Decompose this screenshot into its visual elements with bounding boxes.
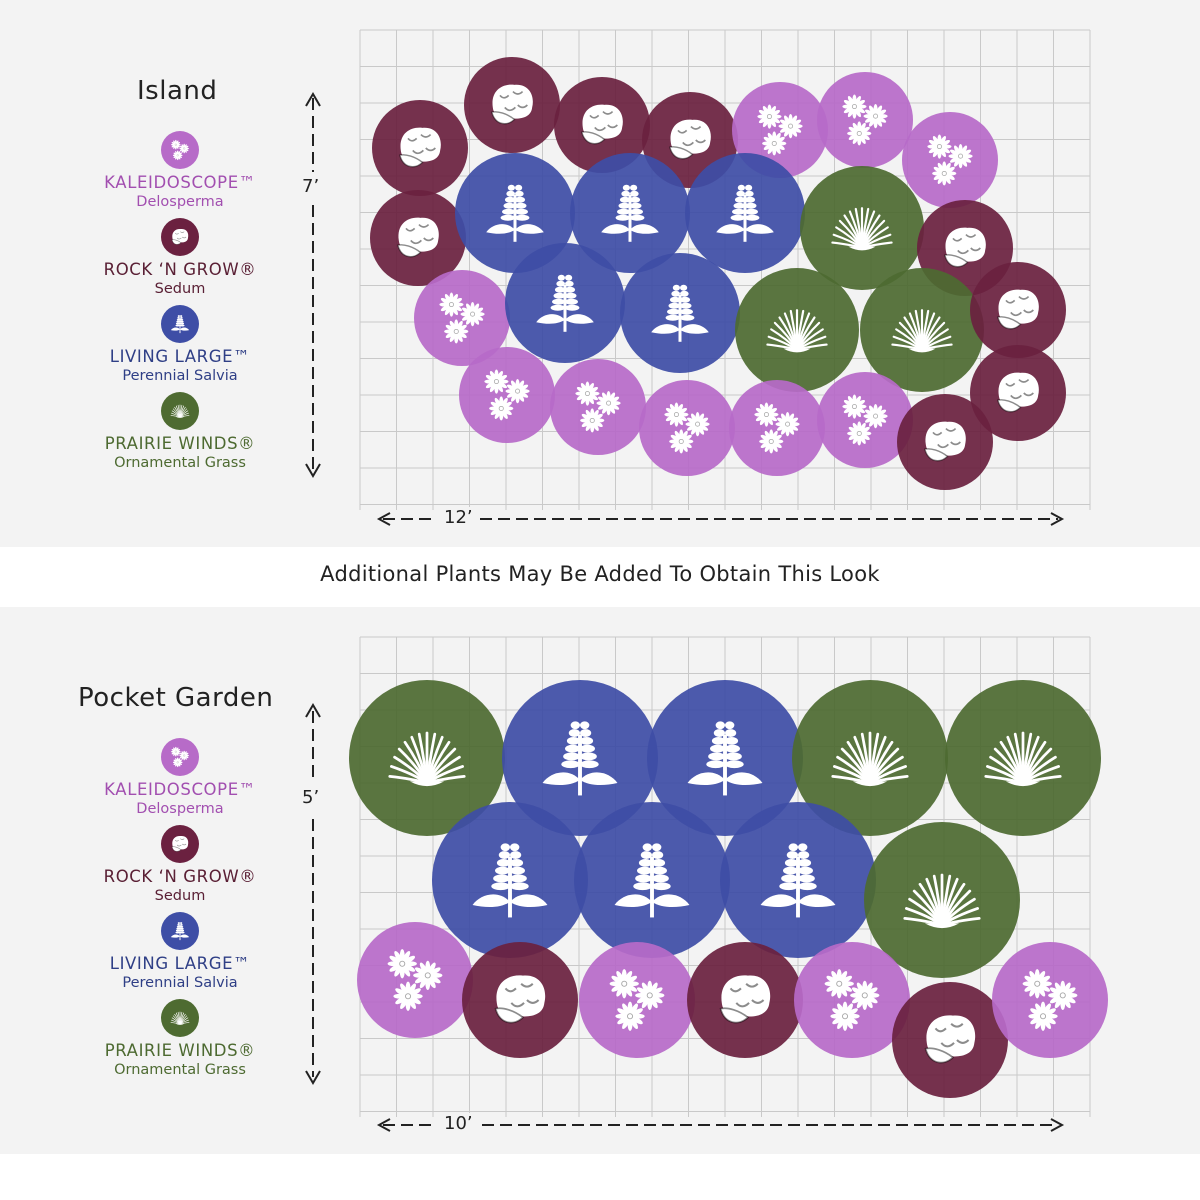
- legend-name: LIVING LARGE™: [109, 347, 251, 366]
- kaleidoscope-plant: [639, 380, 735, 476]
- island-width-label: 12’: [440, 507, 477, 528]
- living-large-plant: [455, 153, 575, 273]
- rock-n-grow-plant: [554, 77, 650, 173]
- prairie-winds-plant: [792, 680, 948, 836]
- legend-item-prairie-winds: PRAIRIE WINDS® Ornamental Grass: [70, 391, 290, 472]
- grass-icon: [161, 392, 199, 430]
- pocket-garden-title: Pocket Garden: [78, 683, 274, 713]
- pocket-garden-plants: [349, 680, 1108, 1098]
- pocket-garden-height-label: 5’: [298, 787, 324, 808]
- legend-item-living-large: LIVING LARGE™ Perennial Salvia: [70, 304, 290, 385]
- island-panel: Island KALEIDOSCOPE™ Delosperma ROCK ‘N …: [0, 0, 1200, 547]
- rock-n-grow-plant: [970, 262, 1066, 358]
- rock-n-grow-plant: [687, 942, 803, 1058]
- kaleidoscope-plant: [902, 112, 998, 208]
- pocket-garden-plan: [305, 636, 1108, 1132]
- legend-subtitle: Ornamental Grass: [114, 455, 246, 471]
- island-dimensions: [305, 92, 1065, 526]
- kaleidoscope-plant: [579, 942, 695, 1058]
- rock-n-grow-plant: [462, 942, 578, 1058]
- legend-name: PRAIRIE WINDS®: [104, 434, 256, 453]
- legend-subtitle: Delosperma: [136, 194, 224, 210]
- legend-item-rock-n-grow: ROCK ‘N GROW® Sedum: [70, 217, 290, 298]
- living-large-plant: [685, 153, 805, 273]
- kaleidoscope-plant: [817, 372, 913, 468]
- legend-subtitle: Ornamental Grass: [114, 1062, 246, 1078]
- island-legend: KALEIDOSCOPE™ Delosperma ROCK ‘N GROW® S…: [70, 130, 290, 478]
- rock-n-grow-plant: [892, 982, 1008, 1098]
- living-large-plant: [620, 253, 740, 373]
- living-large-plant: [505, 243, 625, 363]
- legend-subtitle: Sedum: [154, 281, 206, 297]
- living-large-plant: [502, 680, 658, 836]
- rock-n-grow-plant: [372, 100, 468, 196]
- legend-name: KALEIDOSCOPE™: [104, 780, 256, 799]
- rock-n-grow-plant: [970, 345, 1066, 441]
- legend-subtitle: Sedum: [154, 888, 206, 904]
- kaleidoscope-plant: [414, 270, 510, 366]
- pocket-garden-width-label: 10’: [440, 1113, 477, 1134]
- sedum-icon: [161, 825, 199, 863]
- legend-item-kaleidoscope: KALEIDOSCOPE™ Delosperma: [70, 737, 290, 818]
- prairie-winds-plant: [860, 268, 984, 392]
- legend-item-prairie-winds: PRAIRIE WINDS® Ornamental Grass: [70, 998, 290, 1079]
- legend-subtitle: Delosperma: [136, 801, 224, 817]
- kaleidoscope-plant: [357, 922, 473, 1038]
- prairie-winds-plant: [800, 166, 924, 290]
- pocket-garden-panel: Pocket Garden KALEIDOSCOPE™ Delosperma R…: [0, 607, 1200, 1154]
- living-large-plant: [574, 802, 730, 958]
- flower-cluster-icon: [161, 738, 199, 776]
- living-large-plant: [570, 153, 690, 273]
- legend-subtitle: Perennial Salvia: [122, 975, 238, 991]
- legend-name: KALEIDOSCOPE™: [104, 173, 256, 192]
- legend-subtitle: Perennial Salvia: [122, 368, 238, 384]
- kaleidoscope-plant: [550, 359, 646, 455]
- kaleidoscope-plant: [992, 942, 1108, 1058]
- kaleidoscope-plant: [729, 380, 825, 476]
- prairie-winds-plant: [945, 680, 1101, 836]
- prairie-winds-plant: [864, 822, 1020, 978]
- grass-icon: [161, 999, 199, 1037]
- legend-item-kaleidoscope: KALEIDOSCOPE™ Delosperma: [70, 130, 290, 211]
- living-large-plant: [647, 680, 803, 836]
- prairie-winds-plant: [349, 680, 505, 836]
- island-plan: [305, 29, 1091, 526]
- prairie-winds-plant: [735, 268, 859, 392]
- kaleidoscope-plant: [817, 72, 913, 168]
- legend-name: ROCK ‘N GROW®: [103, 867, 257, 886]
- legend-name: LIVING LARGE™: [109, 954, 251, 973]
- legend-name: PRAIRIE WINDS®: [104, 1041, 256, 1060]
- legend-item-living-large: LIVING LARGE™ Perennial Salvia: [70, 911, 290, 992]
- kaleidoscope-plant: [459, 347, 555, 443]
- rock-n-grow-plant: [370, 190, 466, 286]
- pocket-garden-dimensions: [305, 703, 1065, 1132]
- kaleidoscope-plant: [794, 942, 910, 1058]
- additional-plants-note: Additional Plants May Be Added To Obtain…: [320, 562, 880, 586]
- salvia-spike-icon: [161, 305, 199, 343]
- pocket-garden-legend: KALEIDOSCOPE™ Delosperma ROCK ‘N GROW® S…: [70, 737, 290, 1085]
- salvia-spike-icon: [161, 912, 199, 950]
- legend-item-rock-n-grow: ROCK ‘N GROW® Sedum: [70, 824, 290, 905]
- island-title: Island: [137, 76, 218, 106]
- flower-cluster-icon: [161, 131, 199, 169]
- living-large-plant: [432, 802, 588, 958]
- island-height-label: 7’: [298, 176, 324, 197]
- sedum-icon: [161, 218, 199, 256]
- rock-n-grow-plant: [464, 57, 560, 153]
- living-large-plant: [720, 802, 876, 958]
- island-plants: [370, 57, 1066, 490]
- legend-name: ROCK ‘N GROW®: [103, 260, 257, 279]
- kaleidoscope-plant: [732, 82, 828, 178]
- rock-n-grow-plant: [897, 394, 993, 490]
